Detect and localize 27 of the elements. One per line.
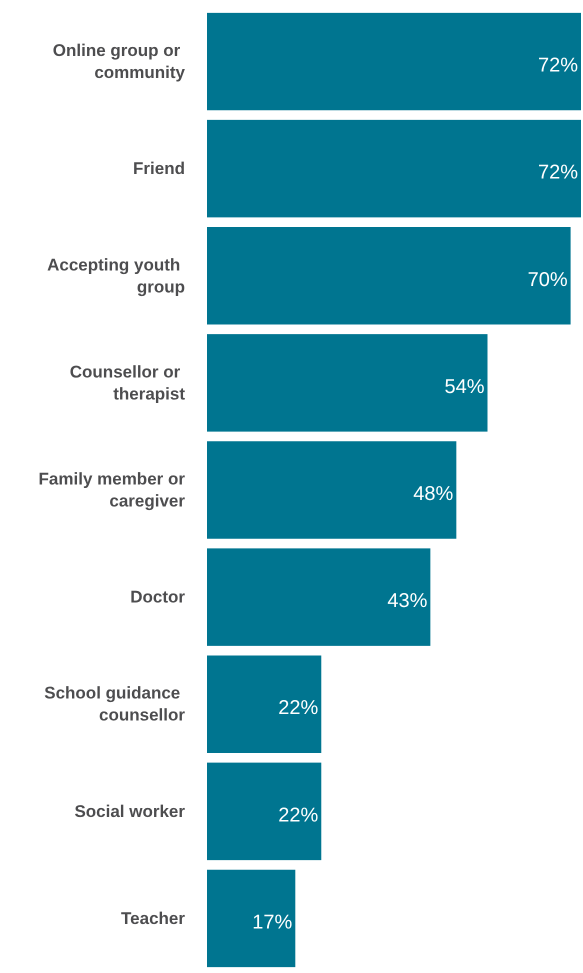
- bar: [207, 548, 430, 646]
- bar: [207, 762, 322, 860]
- bar: [207, 12, 581, 110]
- y-tick-label: School guidance counsellor: [44, 684, 186, 725]
- bar: [207, 870, 296, 968]
- bar: [207, 120, 581, 218]
- data-label: 43%: [387, 590, 428, 612]
- y-tick-label: Family member or caregiver: [38, 470, 186, 510]
- data-label: 22%: [278, 697, 318, 720]
- data-label: 48%: [413, 483, 454, 505]
- data-label: 54%: [444, 376, 485, 398]
- bar: [207, 227, 571, 325]
- data-label: 72%: [538, 162, 578, 184]
- data-label: 17%: [252, 911, 293, 934]
- y-tick-label: Counsellor or therapist: [70, 362, 186, 404]
- y-tick-label: Accepting youth group: [47, 255, 185, 296]
- bar: [207, 441, 456, 539]
- bar: [207, 334, 488, 432]
- bar: [207, 655, 322, 753]
- y-tick-label: Doctor: [130, 588, 186, 607]
- y-tick-label: Friend: [133, 159, 185, 178]
- y-tick-label: Teacher: [121, 908, 186, 928]
- y-tick-label: Social worker: [74, 802, 186, 821]
- data-label: 70%: [528, 268, 568, 291]
- y-tick-label: Online group or community: [52, 41, 186, 82]
- data-label: 22%: [278, 804, 318, 826]
- data-label: 72%: [538, 54, 578, 77]
